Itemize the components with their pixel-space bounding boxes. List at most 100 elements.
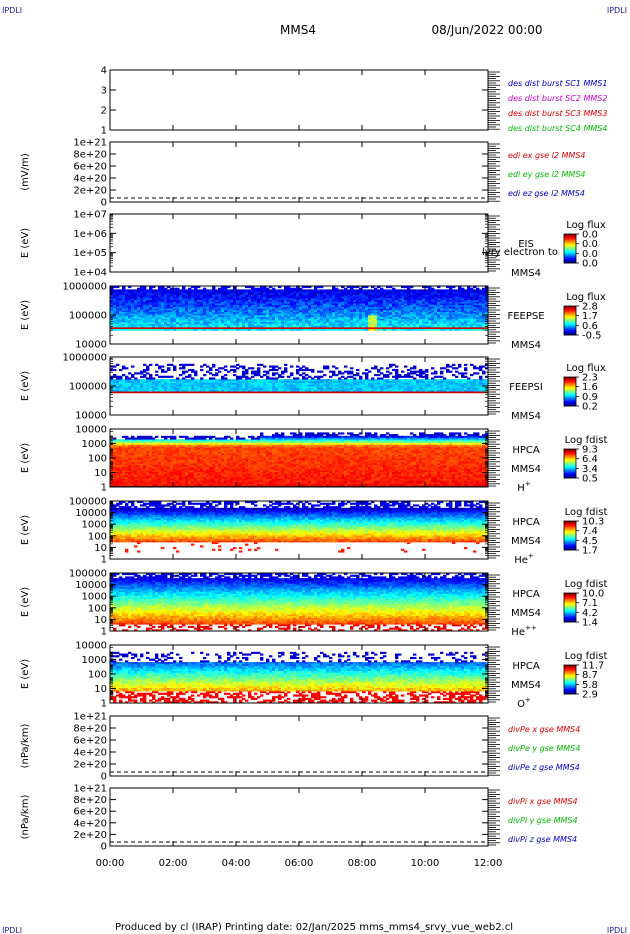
spectrogram-cell [110, 294, 114, 297]
spectrogram-cell [365, 368, 369, 372]
spectrogram-cell [290, 321, 294, 324]
spectrogram-cell [206, 313, 210, 316]
spectrogram-cell [221, 297, 225, 301]
spectrogram-cell [194, 325, 198, 328]
spectrogram-cell [233, 286, 237, 289]
spectrogram-cell [419, 289, 423, 292]
spectrogram-cell [419, 328, 423, 331]
spectrogram-cell [188, 321, 192, 324]
spectrogram-cell [227, 379, 231, 382]
spectrogram-cell [146, 303, 150, 306]
spectrogram-cell [368, 301, 372, 304]
spectrogram-cell [275, 315, 279, 318]
spectrogram-cell [227, 296, 231, 299]
spectrogram-cell [326, 301, 330, 304]
spectrogram-cell [335, 297, 339, 301]
spectrogram-cell [338, 291, 342, 294]
spectrogram-cell [332, 289, 336, 292]
spectrogram-cell [287, 309, 291, 312]
spectrogram-cell [314, 323, 318, 326]
spectrogram-cell [215, 379, 219, 382]
spectrogram-cell [185, 325, 189, 328]
spectrogram-cell [296, 306, 300, 309]
spectrogram-cell [116, 304, 120, 307]
spectrogram-cell [215, 297, 219, 301]
spectrogram-cell [155, 306, 159, 309]
spectrogram-cell [131, 374, 135, 377]
spectrogram-cell [125, 309, 129, 312]
spectrogram-cell [185, 326, 189, 330]
spectrogram-cell [425, 316, 429, 319]
spectrogram-cell [284, 363, 288, 366]
spectrogram-cell [281, 328, 285, 331]
spectrogram-cell [377, 303, 381, 306]
spectrogram-cell [368, 320, 372, 323]
spectrogram-cell [215, 301, 219, 304]
spectrogram-cell [374, 318, 378, 321]
spectrogram-cell [401, 299, 405, 302]
spectrogram-cell [347, 296, 351, 299]
spectrogram-cell [203, 313, 207, 316]
spectrogram-cell [239, 323, 243, 326]
spectrogram-cell [374, 287, 378, 290]
spectrogram-cell [122, 297, 126, 301]
spectrogram-cell [266, 308, 270, 311]
spectrogram-cell [224, 316, 228, 319]
spectrogram-cell [314, 326, 318, 330]
spectrogram-cell [410, 316, 414, 319]
spectrogram-cell [314, 287, 318, 290]
spectrogram-cell [464, 379, 468, 382]
spectrogram-cell [380, 377, 384, 380]
spectrogram-cell [272, 287, 276, 290]
spectrogram-cell [284, 367, 288, 370]
spectrogram-cell [236, 289, 240, 292]
spectrogram-cell [182, 303, 186, 306]
spectrogram-cell [188, 325, 192, 328]
spectrogram-cell [146, 365, 150, 368]
spectrogram-cell [161, 365, 165, 368]
spectrogram-cell [269, 368, 273, 372]
spectrogram-cell [236, 363, 240, 366]
spectrogram-cell [200, 315, 204, 318]
spectrogram-cell [365, 301, 369, 304]
spectrogram-cell [422, 315, 426, 318]
spectrogram-cell [359, 328, 363, 331]
spectrogram-cell [191, 292, 195, 295]
spectrogram-cell [380, 289, 384, 292]
spectrogram-cell [215, 296, 219, 299]
spectrogram-cell [269, 321, 273, 324]
spectrogram-cell [119, 315, 123, 318]
spectrogram-cell [428, 308, 432, 311]
spectrogram-cell [155, 379, 159, 382]
spectrogram-cell [341, 301, 345, 304]
spectrogram-cell [134, 301, 138, 304]
spectrogram-cell [374, 323, 378, 326]
spectrogram-cell [368, 304, 372, 307]
spectrogram-cell [239, 313, 243, 316]
spectrogram-cell [416, 308, 420, 311]
spectrogram-cell [425, 315, 429, 318]
spectrogram-cell [482, 287, 486, 290]
spectrogram-cell [296, 313, 300, 316]
spectrogram-cell [116, 311, 120, 314]
spectrogram-cell [149, 363, 153, 366]
spectrogram-cell [377, 308, 381, 311]
spectrogram-cell [143, 299, 147, 302]
spectrogram-cell [230, 365, 234, 368]
spectrogram-cell [170, 304, 174, 307]
spectrogram-cell [164, 309, 168, 312]
spectrogram-cell [203, 289, 207, 292]
spectrogram-cell [287, 375, 291, 378]
spectrogram-cell [404, 315, 408, 318]
spectrogram-cell [365, 313, 369, 316]
spectrogram-cell [290, 379, 294, 382]
spectrogram-cell [167, 375, 171, 378]
corner-label-top-left: IPDLI [2, 6, 22, 15]
spectrogram-cell [236, 292, 240, 295]
spectrogram-cell [377, 309, 381, 312]
spectrogram-cell [206, 303, 210, 306]
spectrogram-cell [401, 292, 405, 295]
y-tick-label: 100000 [69, 382, 107, 393]
spectrogram-cell [347, 309, 351, 312]
spectrogram-cell [122, 365, 126, 368]
